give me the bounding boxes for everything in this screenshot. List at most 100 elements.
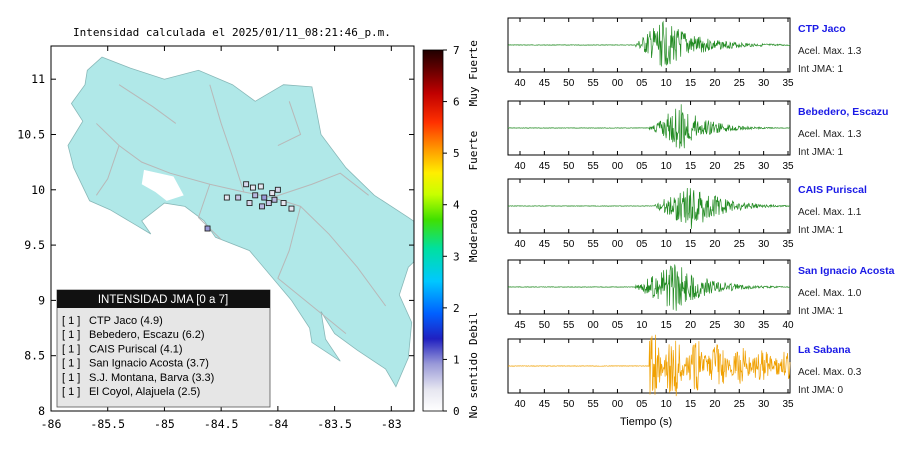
station-marker[interactable]: [204, 225, 211, 232]
station-marker[interactable]: [274, 186, 281, 193]
waveform-tick-label: 50: [563, 399, 575, 410]
waveform-tick-label: 00: [612, 239, 624, 250]
map-x-tick-label: -84.5: [204, 417, 239, 431]
colorbar-tick-label: 6: [453, 96, 460, 109]
waveform-tick-label: 10: [661, 161, 673, 172]
waveform-tick-label: 25: [734, 78, 746, 89]
map-y-tick-label: 8: [38, 404, 45, 418]
station-int-jma: Int JMA: 1: [798, 306, 844, 317]
station-marker[interactable]: [261, 194, 268, 201]
waveform-tick-label: 50: [563, 161, 575, 172]
waveform-tick-label: 00: [588, 320, 600, 331]
waveform-tick-label: 25: [734, 239, 746, 250]
station-marker[interactable]: [265, 200, 272, 207]
station-marker[interactable]: [269, 190, 276, 197]
map-x-tick-label: -85.5: [90, 417, 125, 431]
colorbar-tick-label: 2: [453, 302, 460, 315]
waveform-tick-label: 25: [734, 399, 746, 410]
waveform-tick-label: 35: [782, 161, 794, 172]
waveform-trace: [507, 104, 791, 149]
station-name[interactable]: Bebedero, Escazu: [798, 106, 889, 118]
legend-item-intensity: [ 1 ]: [62, 343, 80, 355]
waveform-tick-label: 55: [588, 161, 600, 172]
waveform-tick-label: 15: [685, 161, 697, 172]
station-marker[interactable]: [235, 194, 242, 201]
map-road: [197, 184, 222, 240]
waveform-panel: 40 45 50 55 00 05 10 15 20 25 30 35: [507, 178, 794, 250]
waveform-tick-label: 30: [734, 320, 746, 331]
waveform-xlabel: Tiempo (s): [620, 416, 673, 428]
station-int-jma: Int JMA: 1: [798, 147, 844, 158]
waveform-tick-label: 50: [539, 320, 551, 331]
waveform-tick-label: 20: [685, 320, 697, 331]
waveform-tick-label: 15: [685, 78, 697, 89]
waveform-tick-label: 55: [588, 239, 600, 250]
waveform-tick-label: 20: [709, 161, 721, 172]
waveform-tick-label: 05: [636, 239, 648, 250]
station-marker[interactable]: [259, 203, 265, 210]
waveform-tick-label: 00: [612, 78, 624, 89]
station-marker[interactable]: [271, 196, 278, 203]
map-x-tick-label: -86: [41, 417, 62, 431]
waveform-tick-label: 45: [539, 78, 551, 89]
map-y-tick-label: 10: [31, 183, 45, 197]
station-marker[interactable]: [243, 181, 250, 188]
gulf-of-nicoya: [141, 169, 184, 201]
colorbar-category-label: Debil: [467, 312, 480, 345]
station-name[interactable]: La Sabana: [798, 344, 851, 356]
legend-item-intensity: [ 1 ]: [62, 358, 80, 370]
waveform-tick-label: 05: [636, 161, 648, 172]
station-marker[interactable]: [280, 200, 287, 207]
colorbar-tick-label: 1: [453, 353, 460, 366]
station-marker[interactable]: [252, 192, 259, 199]
colorbar-category-label: Moderado: [467, 209, 480, 262]
legend-title: INTENSIDAD JMA [0 a 7]: [98, 294, 228, 306]
waveform-tick-label: 20: [709, 78, 721, 89]
colorbar-tick-label: 4: [453, 199, 460, 212]
map-y-tick-label: 9: [38, 293, 45, 307]
waveform-tick-label: 50: [563, 239, 575, 250]
waveform-tick-label: 45: [539, 399, 551, 410]
colorbar-gradient: [422, 49, 444, 412]
waveform-tick-label: 30: [758, 239, 770, 250]
legend-box: [56, 289, 271, 408]
colorbar-tick-label: 0: [453, 405, 460, 418]
map-frame: [50, 45, 415, 412]
waveform-tick-label: 40: [514, 161, 526, 172]
costa-rica-landmass: [67, 56, 414, 388]
station-acel-max: Acel. Max. 1.1: [798, 207, 862, 218]
station-marker[interactable]: [223, 194, 230, 201]
station-name[interactable]: CTP Jaco: [798, 23, 846, 35]
station-marker[interactable]: [257, 183, 264, 190]
map-x-tick-label: -83: [381, 417, 402, 431]
station-acel-max: Acel. Max. 1.3: [798, 129, 862, 140]
map-x-tick-label: -83.5: [317, 417, 352, 431]
colorbar-category-label: Muy Fuerte: [467, 40, 480, 106]
station-int-jma: Int JMA: 1: [798, 225, 844, 236]
waveform-tick-label: 00: [612, 399, 624, 410]
waveform-tick-label: 10: [636, 320, 648, 331]
station-marker[interactable]: [249, 184, 256, 191]
map-x-tick-label: -84: [267, 417, 288, 431]
waveform-tick-label: 40: [514, 399, 526, 410]
map-y-tick-label: 10.5: [17, 127, 45, 141]
map-road: [209, 84, 245, 193]
waveform-tick-label: 00: [612, 161, 624, 172]
waveform-panel: 40 45 50 55 00 05 10 15 20 25 30 35: [507, 17, 794, 89]
station-marker[interactable]: [288, 205, 295, 212]
station-name[interactable]: CAIS Puriscal: [798, 184, 867, 196]
station-name[interactable]: San Ignacio Acosta: [798, 265, 895, 277]
waveform-trace: [507, 334, 791, 397]
waveform-tick-label: 30: [758, 399, 770, 410]
station-marker[interactable]: [246, 200, 253, 207]
map-road: [277, 206, 347, 334]
legend-item-intensity: [ 1 ]: [62, 372, 80, 384]
waveform-tick-label: 45: [539, 239, 551, 250]
legend-item-intensity: [ 1 ]: [62, 386, 80, 398]
station-acel-max: Acel. Max. 0.3: [798, 367, 862, 378]
waveform-tick-label: 05: [636, 399, 648, 410]
map-y-tick-label: 11: [31, 72, 45, 86]
